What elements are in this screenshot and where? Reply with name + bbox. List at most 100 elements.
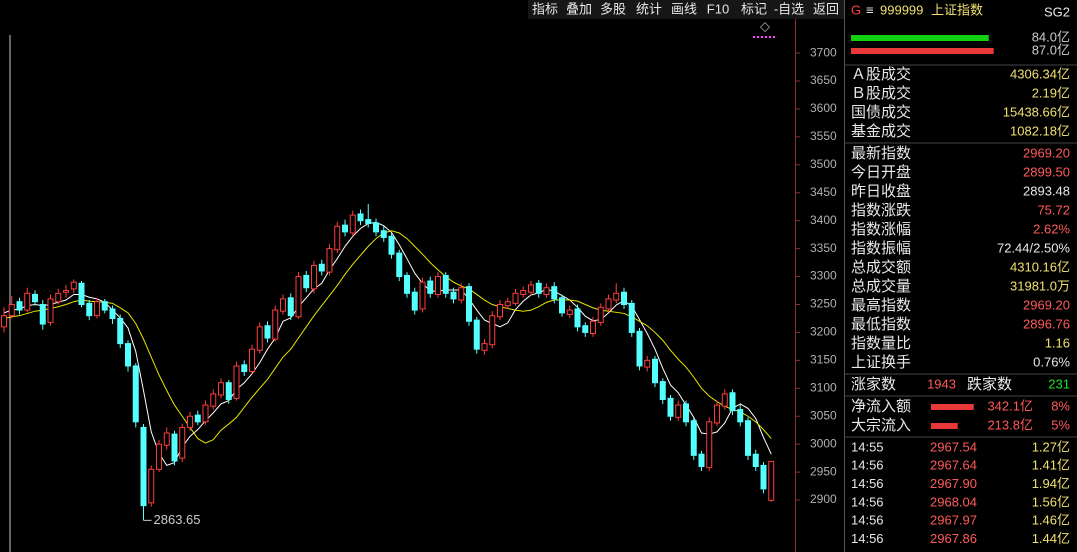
y-tick-label: 3700	[810, 45, 837, 59]
stat-value: 2896.76	[1023, 316, 1070, 331]
candle-body	[559, 297, 565, 314]
tick-time: 14:56	[851, 494, 884, 509]
candle-body	[249, 348, 255, 373]
candle-body	[55, 292, 62, 303]
toolbar-button[interactable]: 返回	[813, 1, 839, 16]
candle-body	[179, 426, 186, 459]
stat-label: 昨日收盘	[851, 182, 911, 200]
tick-price: 2967.54	[930, 439, 977, 454]
stock-name: 上证指数	[931, 2, 983, 17]
candle-body	[311, 264, 317, 290]
toolbar-button[interactable]: -自选	[774, 1, 804, 16]
candle-body	[210, 393, 217, 407]
stat-value: 4306.34亿	[1010, 66, 1070, 81]
candle-body	[70, 281, 77, 290]
flow-pct: 5%	[1051, 417, 1070, 432]
candle-body	[597, 306, 604, 323]
stat-label: Ｂ股成交	[851, 84, 911, 102]
stat-value: 72.44/2.50%	[997, 240, 1070, 255]
toolbar-button[interactable]: F10	[707, 1, 729, 16]
toolbar-button[interactable]: 多股	[600, 1, 626, 16]
y-tick-label: 3200	[810, 325, 837, 339]
toolbar-button[interactable]: 标记	[741, 1, 767, 16]
flow-pct: 8%	[1051, 398, 1070, 413]
candle-body	[373, 222, 379, 233]
toolbar-button[interactable]: 叠加	[566, 1, 592, 16]
tick-time: 14:55	[851, 439, 884, 454]
candle-body	[109, 308, 116, 319]
stat-value: 2893.48	[1023, 183, 1070, 198]
candle-body	[752, 453, 759, 468]
candle-body	[272, 309, 279, 340]
toolbar-button[interactable]: 统计	[636, 1, 662, 16]
candle-body	[652, 358, 658, 384]
candle-body	[117, 317, 124, 345]
volume-bar	[851, 35, 989, 41]
stat-label: 指数振幅	[851, 240, 911, 257]
stat-value: 0.76%	[1033, 354, 1070, 369]
candle-body	[566, 309, 573, 316]
candle-body	[621, 291, 627, 305]
stat-label: Ａ股成交	[851, 65, 911, 83]
toolbar-button[interactable]: 画线	[671, 1, 697, 16]
candle-body	[721, 393, 728, 407]
candle-body	[287, 297, 294, 317]
candle-body	[590, 320, 596, 335]
tick-price: 2967.97	[930, 513, 977, 528]
candle-body	[466, 286, 472, 322]
marker-icon[interactable]: ◇	[760, 18, 770, 33]
candle-body	[163, 432, 170, 446]
candle-body	[504, 301, 511, 307]
candle-body	[86, 302, 93, 317]
candle-body	[574, 308, 581, 328]
y-tick-label: 3150	[810, 353, 837, 367]
candle-body	[32, 293, 38, 303]
candle-body	[760, 464, 767, 490]
tick-volume: 1.44亿	[1032, 531, 1070, 546]
candle-body	[613, 292, 620, 301]
y-tick-label: 2950	[810, 464, 837, 478]
menu-icon[interactable]: ≡	[866, 2, 874, 17]
candle-body	[706, 421, 713, 469]
candle-body	[47, 298, 54, 323]
candle-body	[225, 382, 232, 400]
min-marker-label: 2863.65	[154, 512, 201, 527]
candle-body	[636, 330, 643, 367]
candle-body	[295, 276, 302, 318]
candle-body	[698, 453, 705, 468]
stat-label: 指数涨跌	[851, 202, 911, 219]
candle-body	[8, 303, 15, 317]
candle-body	[768, 460, 775, 501]
stat-label: 最新指数	[851, 145, 911, 162]
tick-price: 2967.86	[930, 531, 977, 546]
flow-label: 净流入额	[851, 398, 911, 415]
tick-volume: 1.56亿	[1032, 494, 1070, 509]
tick-volume: 1.46亿	[1032, 513, 1070, 528]
candle-body	[125, 343, 131, 367]
candle-body	[326, 248, 333, 273]
tick-price: 2967.64	[930, 458, 977, 473]
candle-body	[39, 303, 46, 325]
toolbar	[528, 0, 844, 19]
volume-bar-label: 84.0亿	[1032, 29, 1070, 44]
y-tick-label: 3300	[810, 269, 837, 283]
candle-body	[729, 392, 736, 412]
candle-body	[427, 280, 434, 294]
y-tick-label: 3000	[810, 436, 837, 450]
stat-value: 1082.18亿	[1010, 123, 1070, 138]
y-tick-label: 3050	[810, 408, 837, 422]
candle-body	[442, 274, 449, 294]
stat-value: 75.72	[1037, 202, 1070, 217]
tick-time: 14:56	[851, 458, 884, 473]
stat-value: 1.16	[1045, 335, 1070, 350]
volume-bar	[851, 48, 994, 54]
stat-value: 31981.0万	[1010, 278, 1070, 293]
candle-body	[520, 290, 527, 295]
toolbar-button[interactable]: 指标	[532, 1, 558, 16]
stat-value: 2969.20	[1023, 297, 1070, 312]
tick-volume: 1.27亿	[1032, 439, 1070, 454]
candle-body	[528, 284, 534, 293]
tag: SG2	[1044, 4, 1070, 19]
candle-body	[202, 404, 209, 423]
